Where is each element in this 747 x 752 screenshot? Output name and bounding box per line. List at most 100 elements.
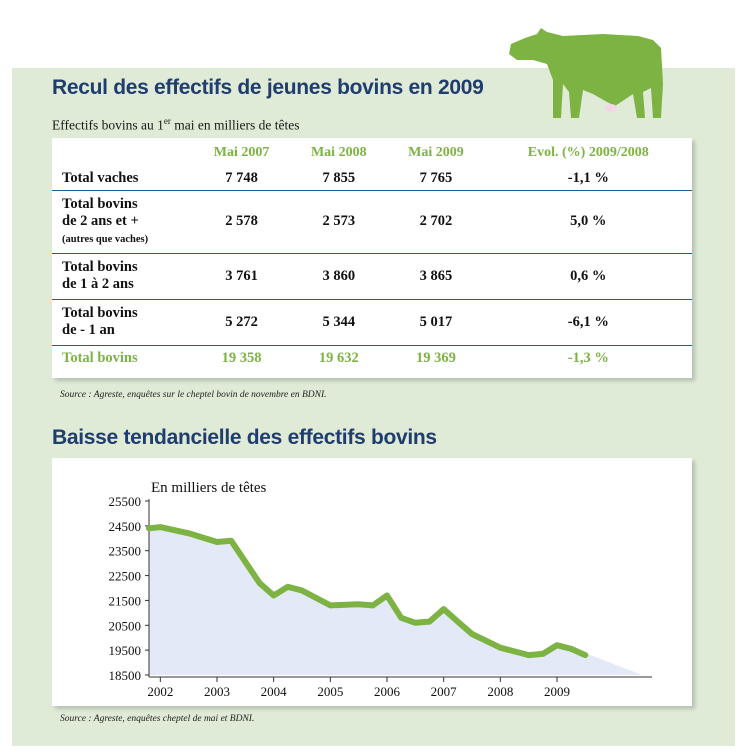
data-point (541, 652, 545, 656)
chart-source: Source : Agreste, enquêtes cheptel de ma… (60, 714, 255, 724)
data-point (555, 643, 559, 647)
data-point (442, 607, 446, 611)
table-cell: 5,0 % (484, 190, 692, 254)
data-point (413, 621, 417, 625)
subtitle-superscript: er (163, 116, 171, 126)
column-header: Mai 2008 (310, 145, 367, 160)
data-point (147, 526, 151, 530)
data-point (470, 632, 474, 636)
table-cell: 7 748 (193, 168, 291, 191)
subtitle-text-end: mai en milliers de têtes (170, 117, 300, 133)
y-tick-label: 20500 (109, 618, 142, 633)
data-point (229, 539, 233, 543)
table-cell: 5 272 (193, 299, 291, 346)
row-label: Total bovins de 1 à 2 ans (52, 253, 193, 300)
data-point (456, 620, 460, 624)
row-label: Total bovins (62, 349, 138, 366)
data-point (428, 620, 432, 624)
table-cell: 3 761 (193, 253, 291, 300)
y-tick-label: 25500 (109, 494, 142, 509)
row-label-line: Total bovins (62, 259, 138, 275)
table-subtitle: Effectifs bovins au 1er mai en milliers … (52, 116, 299, 134)
row-label-line: de 1 à 2 ans (62, 276, 134, 292)
data-table-box: Mai 2007 Mai 2008 Mai 2009 Evol. (%) 200… (52, 138, 692, 378)
x-tick-label: 2002 (147, 684, 173, 699)
row-label: Total bovins de - 1 an (52, 299, 193, 346)
data-point (328, 603, 332, 607)
column-header: Mai 2009 (408, 145, 464, 160)
chart-box: 25500 24500 23500 22500 21500 20500 19500 18500… (52, 458, 692, 706)
column-header: Mai 2007 (213, 145, 270, 160)
y-tick-label: 22500 (109, 569, 142, 584)
line-chart: 25500 24500 23500 22500 21500 20500 19500 18500… (109, 480, 652, 699)
x-tick-label: 2004 (261, 684, 288, 699)
data-point (272, 594, 276, 598)
data-point (399, 616, 403, 620)
row-label-line: Total bovins (62, 195, 138, 212)
column-header: Evol. (%) 2009/2008 (527, 145, 649, 160)
x-tick-label: 2009 (544, 684, 570, 699)
x-tick-label: 2007 (431, 684, 458, 699)
table-row: Total vaches 7 748 7 855 7 765 -1,1 % (52, 168, 692, 191)
y-tick-label: 23500 (109, 544, 142, 559)
data-table: Mai 2007 Mai 2008 Mai 2009 Evol. (%) 200… (52, 138, 692, 371)
data-point (158, 525, 162, 529)
data-point (286, 585, 290, 589)
table-cell: 2 578 (193, 190, 291, 254)
data-point (569, 647, 573, 651)
table-cell: 5 344 (290, 299, 388, 346)
table-cell: 7 765 (387, 168, 485, 191)
table-cell: -1,3 % (567, 349, 609, 366)
table-title: Recul des effectifs de jeunes bovins en … (52, 76, 484, 99)
corner-cell (52, 138, 193, 168)
row-label-line: de 2 ans et + (62, 212, 139, 229)
x-tick-label: 2005 (317, 684, 343, 699)
table-cell: -1,1 % (484, 168, 692, 191)
row-label-line: de - 1 an (62, 322, 115, 338)
table-cell: 5 017 (387, 299, 485, 346)
table-cell: 19 632 (318, 349, 359, 366)
data-point (527, 653, 531, 657)
row-label: Total vaches (52, 168, 193, 191)
table-row: Total bovins de 2 ans et + (autres que vac… (52, 190, 692, 254)
data-point (300, 589, 304, 593)
table-total-row: Total bovins 19 358 19 632 19 369 -1,3 % (52, 345, 692, 371)
data-point (357, 602, 361, 606)
table-cell: 2 702 (387, 190, 485, 254)
area-shade (149, 525, 642, 675)
y-tick-label: 24500 (109, 519, 142, 534)
table-cell: 3 860 (290, 253, 388, 300)
table-cell: 2 573 (290, 190, 388, 254)
chart-title: Baisse tendancielle des effectifs bovins (52, 426, 437, 449)
table-cell: 3 865 (387, 253, 485, 300)
table-cell: 19 369 (416, 349, 456, 366)
data-point (258, 581, 262, 585)
y-tick-label: 18500 (109, 668, 142, 683)
table-source: Source : Agreste, enquêtes sur le chepte… (60, 390, 327, 400)
data-point (215, 540, 219, 544)
table-row: Total bovins de 1 à 2 ans 3 761 3 860 3 8… (52, 253, 692, 300)
row-label-note: (autres que vaches) (62, 233, 149, 245)
y-tick-label: 19500 (109, 643, 142, 658)
data-point (385, 594, 389, 598)
data-point (498, 646, 502, 650)
cow-icon (509, 28, 663, 118)
data-point (371, 603, 375, 607)
data-point (583, 653, 587, 657)
row-label-line: Total bovins (62, 305, 138, 321)
x-tick-label: 2006 (374, 684, 401, 699)
x-tick-label: 2003 (204, 684, 230, 699)
x-tick-label: 2008 (487, 684, 513, 699)
subtitle-text-start: Effectifs bovins au 1 (52, 117, 164, 133)
data-point (187, 531, 191, 535)
table-cell: 19 358 (221, 349, 262, 366)
table-cell: 7 855 (290, 168, 388, 191)
row-label: Total bovins de 2 ans et + (autres que vac… (52, 190, 193, 254)
table-header-row: Mai 2007 Mai 2008 Mai 2009 Evol. (%) 200… (52, 138, 692, 168)
y-tick-label: 21500 (109, 593, 142, 608)
table-row: Total bovins de - 1 an 5 272 5 344 5 017 … (52, 299, 692, 346)
row-label-line: Total vaches (62, 170, 139, 187)
table-cell: 0,6 % (484, 253, 692, 300)
series-line (146, 524, 589, 659)
y-axis-label: En milliers de têtes (151, 480, 267, 496)
